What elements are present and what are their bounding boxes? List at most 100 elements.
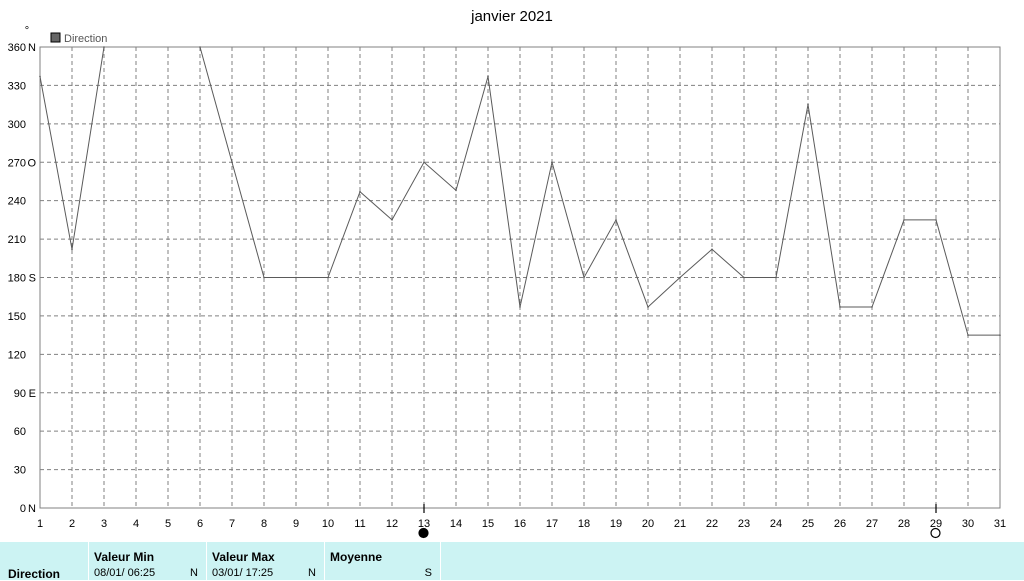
x-tick-label: 14 (450, 518, 462, 530)
summary-series-cell: Direction (0, 542, 88, 581)
x-tick-label: 8 (261, 518, 267, 530)
summary-max-cell: Valeur Max 03/01/ 17:25 N (206, 542, 324, 580)
x-tick-label: 2 (69, 518, 75, 530)
data-point (647, 306, 649, 308)
x-tick-label: 12 (386, 518, 398, 530)
x-tick-label: 19 (610, 518, 622, 530)
summary-avg-cell: Moyenne S (324, 542, 441, 580)
x-tick-label: 15 (482, 518, 494, 530)
data-point (39, 75, 41, 78)
x-tick-label: 29 (930, 518, 942, 530)
summary-table: Direction Valeur Min 08/01/ 06:25 N Vale… (0, 542, 1024, 581)
min-value: 08/01/ 06:25 (94, 567, 156, 579)
data-point (295, 276, 297, 279)
data-point (935, 219, 937, 221)
x-tick-label: 7 (229, 518, 235, 530)
y-unit-degree: ° (25, 25, 29, 37)
data-point (263, 276, 265, 279)
data-point (231, 161, 233, 164)
y-tick-label: 120 (8, 349, 26, 361)
x-tick-label: 21 (674, 518, 686, 530)
max-value: 03/01/ 17:25 (212, 567, 274, 579)
data-point (967, 334, 969, 336)
y-tick-label: 90 (14, 388, 26, 400)
y-tick-direction: E (29, 388, 36, 400)
data-point (519, 306, 521, 308)
data-point (551, 161, 553, 164)
x-tick-label: 22 (706, 518, 718, 530)
data-point (391, 219, 393, 221)
x-tick-label: 5 (165, 518, 171, 530)
data-point (423, 161, 425, 164)
data-point (999, 334, 1001, 336)
full-moon-icon (930, 527, 941, 539)
data-point (199, 46, 201, 48)
x-tick-label: 23 (738, 518, 750, 530)
x-tick-label: 18 (578, 518, 590, 530)
max-header: Valeur Max (212, 550, 275, 564)
data-point (71, 248, 73, 251)
y-tick-label: 240 (8, 196, 26, 208)
moon-phases (418, 504, 941, 539)
grid (40, 47, 1000, 508)
data-point (583, 276, 585, 279)
y-tick-label: 330 (8, 80, 26, 92)
x-tick-label: 13 (418, 518, 430, 530)
x-tick-label: 10 (322, 518, 334, 530)
max-direction: N (308, 567, 316, 579)
data-point (455, 189, 457, 192)
data-point (871, 306, 873, 308)
x-tick-label: 31 (994, 518, 1006, 530)
data-point (359, 190, 361, 193)
x-tick-label: 17 (546, 518, 558, 530)
data-points (39, 46, 1001, 336)
y-tick-label: 180 (8, 273, 26, 285)
x-tick-label: 27 (866, 518, 878, 530)
legend-label: Direction (64, 33, 107, 45)
y-tick-direction: N (28, 503, 36, 515)
x-tick-label: 4 (133, 518, 139, 530)
avg-direction: S (424, 567, 432, 579)
y-tick-label: 0 (20, 503, 26, 515)
x-tick-label: 25 (802, 518, 814, 530)
x-tick-label: 20 (642, 518, 654, 530)
x-axis: 1 2 3 4 5 6 7 8 9 10 11 12 13 14 15 16 17 18 19 20 21 22 23 24 2… (37, 518, 1006, 530)
x-tick-label: 6 (197, 518, 203, 530)
x-tick-label: 28 (898, 518, 910, 530)
data-point (615, 219, 617, 221)
x-tick-label: 26 (834, 518, 846, 530)
data-point (743, 276, 745, 279)
data-point (103, 46, 105, 48)
data-point (711, 248, 713, 251)
data-point (327, 276, 329, 279)
y-tick-label: 210 (8, 234, 26, 246)
min-direction: N (190, 567, 198, 579)
x-tick-label: 24 (770, 518, 782, 530)
y-tick-direction: S (29, 273, 36, 285)
data-point (903, 219, 905, 221)
data-point (679, 276, 681, 279)
data-point (839, 306, 841, 308)
summary-min-cell: Valeur Min 08/01/ 06:25 N (88, 542, 206, 580)
data-point (775, 276, 777, 279)
x-tick-label: 11 (354, 518, 365, 530)
x-tick-label: 1 (37, 518, 43, 530)
legend: Direction (50, 32, 107, 45)
min-header: Valeur Min (94, 550, 155, 564)
y-tick-label: 30 (14, 465, 26, 477)
legend-swatch (50, 32, 61, 43)
y-tick-label: 360 (8, 42, 26, 54)
y-tick-label: 300 (8, 119, 26, 131)
summary-series-label: Direction (8, 567, 61, 581)
x-tick-label: 3 (101, 518, 107, 530)
chart-title: janvier 2021 (470, 8, 553, 25)
data-point (487, 75, 489, 78)
data-point (807, 103, 809, 106)
x-tick-label: 16 (514, 518, 526, 530)
y-tick-label: 60 (14, 426, 26, 438)
x-tick-label: 30 (962, 518, 974, 530)
y-tick-direction: O (27, 157, 36, 169)
y-tick-label: 270 (8, 157, 26, 169)
